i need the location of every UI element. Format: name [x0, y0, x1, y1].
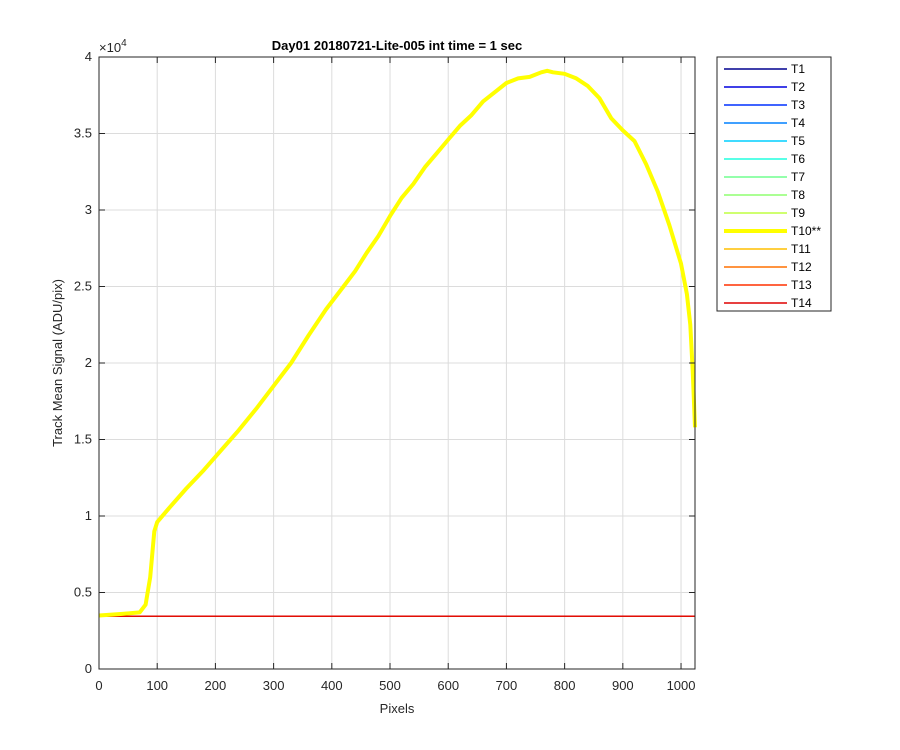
- legend-t4-label: T4: [791, 116, 805, 130]
- y-axis-label: Track Mean Signal (ADU/pix): [50, 279, 65, 447]
- y-axis-exponent: ×104: [99, 38, 127, 55]
- legend: T1 T2 T3 T4 T5 T6 T7 T8 T9 T10** T11 T12 T13 T14: [716, 56, 832, 312]
- series-line-t10: [98, 68, 697, 618]
- x-tick-label-9: 900: [612, 678, 634, 693]
- legend-t12-label: T12: [791, 260, 812, 274]
- legend-t9-label: T9: [791, 206, 805, 220]
- legend-t13-label: T13: [791, 278, 812, 292]
- y-tick-label-1: 0.5: [74, 585, 92, 600]
- legend-t14-label: T14: [791, 296, 812, 310]
- x-tick-label-10: 1000: [667, 678, 696, 693]
- x-axis-label: Pixels: [380, 701, 415, 716]
- y-tick-label-5: 2.5: [74, 279, 92, 294]
- legend-t8-label: T8: [791, 188, 805, 202]
- x-axis-ticks: 0 100 200 300 400 500 600 700 800 900 1000: [95, 57, 695, 693]
- x-tick-label-8: 800: [554, 678, 576, 693]
- legend-t3-label: T3: [791, 98, 805, 112]
- x-tick-label-7: 700: [496, 678, 518, 693]
- legend-t2-label: T2: [791, 80, 805, 94]
- grid-lines: [99, 57, 695, 669]
- legend-t10-label: T10**: [791, 224, 821, 238]
- legend-t5-label: T5: [791, 134, 805, 148]
- x-tick-label-5: 500: [379, 678, 401, 693]
- legend-t7-label: T7: [791, 170, 805, 184]
- legend-entries: T1 T2 T3 T4 T5 T6 T7 T8 T9 T10** T11 T12 T13 T14: [724, 62, 821, 310]
- x-tick-label-1: 100: [146, 678, 168, 693]
- x-tick-label-6: 600: [437, 678, 459, 693]
- legend-t6-label: T6: [791, 152, 805, 166]
- y-tick-label-0: 0: [85, 661, 92, 676]
- y-tick-label-6: 3: [85, 202, 92, 217]
- legend-t11-label: T11: [791, 242, 811, 256]
- chart-title: Day01 20180721-Lite-005 int time = 1 sec: [272, 38, 522, 53]
- legend-t1-label: T1: [791, 62, 805, 76]
- y-axis-ticks: 0 0.5 1 1.5 2 2.5 3 3.5 4: [74, 49, 695, 676]
- legend-box: [716, 56, 832, 312]
- x-tick-label-3: 300: [263, 678, 285, 693]
- y-tick-label-8: 4: [85, 49, 92, 64]
- x-tick-label-2: 200: [205, 678, 227, 693]
- x-tick-label-0: 0: [95, 678, 102, 693]
- series-lines: [98, 68, 697, 618]
- y-tick-label-4: 2: [85, 355, 92, 370]
- x-tick-label-4: 400: [321, 678, 343, 693]
- y-tick-label-3: 1.5: [74, 432, 92, 447]
- y-tick-label-2: 1: [85, 508, 92, 523]
- y-tick-label-7: 3.5: [74, 126, 92, 141]
